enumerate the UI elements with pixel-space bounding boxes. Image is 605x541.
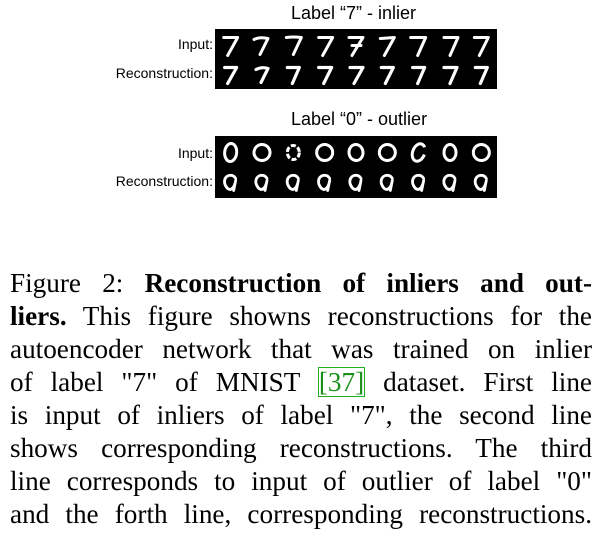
caption-text: This figure showns reconstructions for t… xyxy=(66,301,592,331)
panel-title-inlier: Label “7” - inlier xyxy=(291,3,417,23)
row-label-outlier-input: Input: xyxy=(177,145,213,161)
digit-zero-input xyxy=(347,143,365,162)
digit-seven-reconstruction xyxy=(317,65,334,86)
digit-zero-input xyxy=(471,143,491,162)
digit-zero-reconstruction xyxy=(254,173,269,192)
digit-seven-reconstruction xyxy=(348,65,365,86)
digit-zero-reconstruction xyxy=(348,173,363,192)
digit-seven-reconstruction xyxy=(254,66,270,85)
digit-zero-input xyxy=(285,144,301,161)
digit-seven-reconstruction xyxy=(223,65,239,86)
caption-line-2: liers. This figure showns reconstruction… xyxy=(10,300,592,333)
digit-seven-reconstruction xyxy=(411,65,427,86)
digit-seven-input xyxy=(442,36,460,57)
citation-link[interactable]: [37] xyxy=(317,367,366,397)
digit-zero-reconstruction xyxy=(473,173,488,192)
caption-title-part2: liers. xyxy=(10,301,67,331)
digit-zero-input xyxy=(223,142,239,163)
row-label-inlier-input: Input: xyxy=(177,36,213,52)
digit-seven-input xyxy=(378,36,396,57)
caption-line-8: and the forth line, corresponding recons… xyxy=(10,499,592,529)
digit-seven-reconstruction xyxy=(379,65,395,86)
digit-zero-reconstruction xyxy=(442,173,457,192)
digit-strip-inlier-input xyxy=(215,29,497,62)
digit-zero-reconstruction xyxy=(285,173,300,192)
caption-title-part1: Reconstruction of inliers and out- xyxy=(144,268,592,298)
figure-caption: Figure 2: Reconstruction of inliers and … xyxy=(10,267,592,531)
caption-text: dataset. First line xyxy=(365,367,592,397)
digit-strip-inlier-reconstruction xyxy=(215,60,497,89)
digit-zero-reconstruction xyxy=(223,173,238,192)
digit-seven-reconstruction xyxy=(442,65,459,86)
digit-zero-input xyxy=(315,143,335,162)
digit-zero-input xyxy=(410,142,427,163)
digit-seven-input xyxy=(222,36,240,57)
digit-strip-outlier-input xyxy=(215,136,497,169)
caption-text: of label "7" of MNIST xyxy=(10,367,318,397)
caption-figure-number: Figure 2: xyxy=(10,268,145,298)
digit-zero-reconstruction xyxy=(411,173,426,192)
digit-zero-input xyxy=(252,143,272,162)
digit-seven-input xyxy=(284,35,303,56)
caption-line-4: of label "7" of MNIST [37] dataset. Firs… xyxy=(10,366,592,399)
digit-seven-input xyxy=(347,36,365,57)
panel-title-outlier: Label “0” - outlier xyxy=(291,109,428,129)
digit-zero-input xyxy=(442,143,458,162)
row-label-outlier-reconstruction: Reconstruction: xyxy=(115,173,213,189)
digit-seven-reconstruction xyxy=(473,65,489,86)
digit-seven-input xyxy=(252,36,270,56)
digit-zero-reconstruction xyxy=(379,173,394,192)
digit-strip-outlier-reconstruction xyxy=(215,167,497,198)
digit-seven-input xyxy=(409,36,428,57)
caption-line-3: autoencoder network that was trained on … xyxy=(10,334,592,364)
caption-line-6: shows corresponding reconstructions. The… xyxy=(10,433,592,463)
row-label-inlier-reconstruction: Reconstruction: xyxy=(115,65,213,81)
digit-seven-input xyxy=(317,36,335,57)
digit-zero-input xyxy=(377,143,397,162)
digit-seven-reconstruction xyxy=(285,65,301,86)
caption-line-5: is input of inliers of label "7", the se… xyxy=(10,400,592,430)
caption-line-7: line corresponds to input of outlier of … xyxy=(10,466,592,496)
caption-line-1: Figure 2: Reconstruction of inliers and … xyxy=(10,267,592,300)
digit-zero-reconstruction xyxy=(317,173,332,192)
digit-seven-input xyxy=(472,36,490,57)
